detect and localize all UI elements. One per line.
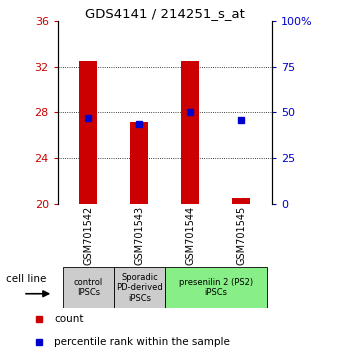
- Text: percentile rank within the sample: percentile rank within the sample: [54, 337, 230, 347]
- Text: GSM701542: GSM701542: [83, 206, 94, 265]
- Bar: [63, 267, 114, 308]
- Text: GSM701543: GSM701543: [134, 206, 144, 265]
- Bar: [182, 61, 199, 204]
- Text: presenilin 2 (PS2)
iPSCs: presenilin 2 (PS2) iPSCs: [179, 278, 253, 297]
- Text: Sporadic
PD-derived
iPSCs: Sporadic PD-derived iPSCs: [116, 273, 163, 303]
- Text: GSM701545: GSM701545: [236, 206, 246, 265]
- Title: GDS4141 / 214251_s_at: GDS4141 / 214251_s_at: [85, 7, 245, 20]
- Text: GSM701544: GSM701544: [185, 206, 195, 265]
- Bar: [233, 198, 250, 204]
- Bar: [114, 267, 165, 308]
- Bar: [80, 61, 97, 204]
- Bar: [165, 267, 267, 308]
- Text: control
IPSCs: control IPSCs: [74, 278, 103, 297]
- Bar: [131, 121, 148, 204]
- Text: count: count: [54, 314, 84, 324]
- Text: cell line: cell line: [6, 274, 46, 284]
